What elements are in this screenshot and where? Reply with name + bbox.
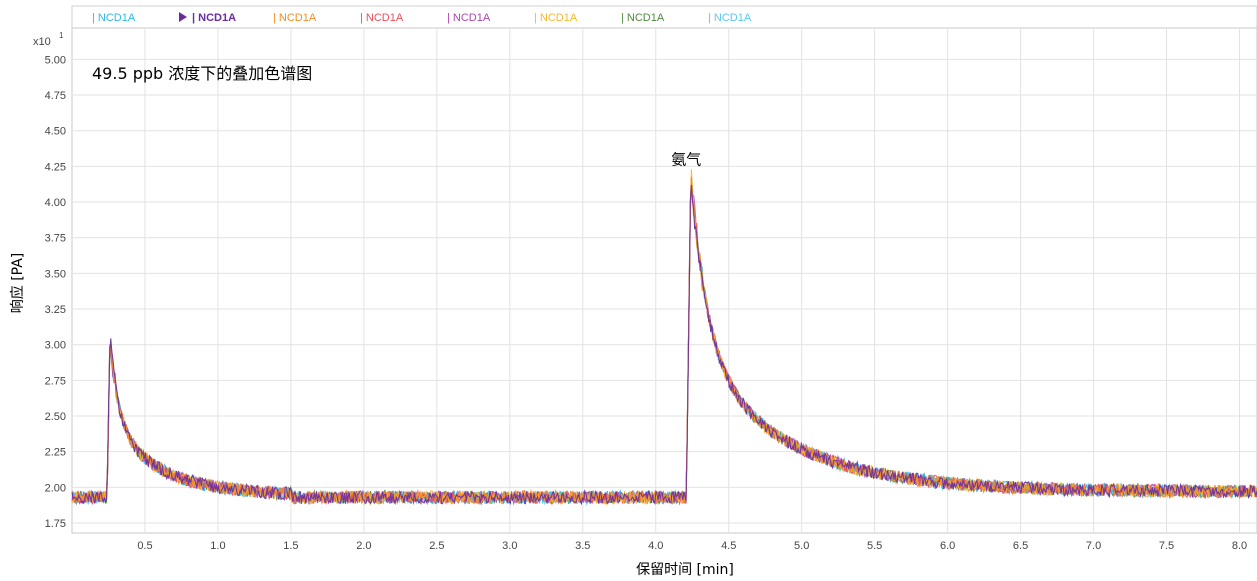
x-tick-label: 0.5 xyxy=(137,540,152,552)
x-tick-label: 1.5 xyxy=(283,540,298,552)
y-tick-label: 3.75 xyxy=(45,233,66,245)
x-tick-label: 6.5 xyxy=(1013,540,1028,552)
y-scale-label: x10 xyxy=(33,36,51,48)
legend-entry[interactable]: | NCD1A xyxy=(621,12,665,24)
x-tick-label: 1.0 xyxy=(210,540,225,552)
x-tick-label: 2.0 xyxy=(356,540,371,552)
y-tick-label: 2.25 xyxy=(45,447,66,459)
x-tick-label: 7.5 xyxy=(1159,540,1174,552)
x-tick-label: 3.0 xyxy=(502,540,517,552)
legend-entry[interactable]: | NCD1A xyxy=(447,12,491,24)
x-tick-label: 6.0 xyxy=(940,540,955,552)
x-tick-label: 5.0 xyxy=(794,540,809,552)
x-tick-label: 8.0 xyxy=(1232,540,1247,552)
legend-entry[interactable]: | NCD1A xyxy=(192,12,236,24)
legend-entry[interactable]: | NCD1A xyxy=(360,12,404,24)
x-tick-label: 4.0 xyxy=(648,540,663,552)
y-tick-label: 5.00 xyxy=(45,54,66,66)
chart-title: 49.5 ppb 浓度下的叠加色谱图 xyxy=(92,64,312,83)
x-axis-ticks: 0.5 1.0 1.5 2.0 2.5 3.0 3.5 4.0 4.5 5.0 5.5 6.0 6.5 7… xyxy=(137,540,1247,552)
plot-area xyxy=(71,27,1257,534)
legend: | NCD1A | NCD1A | NCD1A | NCD1A | NCD1A | NCD… xyxy=(92,12,752,24)
series-line xyxy=(71,176,1257,506)
x-tick-label: 4.5 xyxy=(721,540,736,552)
y-tick-label: 2.75 xyxy=(45,375,66,387)
y-tick-label: 4.50 xyxy=(45,126,66,138)
x-tick-label: 2.5 xyxy=(429,540,444,552)
y-tick-label: 4.25 xyxy=(45,161,66,173)
y-scale-exponent: 1 xyxy=(59,31,64,40)
series-line xyxy=(71,184,1257,506)
y-tick-label: 2.50 xyxy=(45,411,66,423)
grid-lines xyxy=(72,28,1257,533)
y-tick-label: 2.00 xyxy=(45,482,66,494)
x-tick-label: 7.0 xyxy=(1086,540,1101,552)
legend-active-marker xyxy=(179,12,187,22)
legend-entry[interactable]: | NCD1A xyxy=(534,12,578,24)
y-tick-label: 1.75 xyxy=(45,518,66,530)
legend-entry[interactable]: | NCD1A xyxy=(273,12,317,24)
y-tick-label: 3.50 xyxy=(45,268,66,280)
y-axis-title: 响应 [PA] xyxy=(9,253,26,314)
legend-entry[interactable]: | NCD1A xyxy=(92,12,136,24)
x-tick-label: 3.5 xyxy=(575,540,590,552)
series-group xyxy=(71,169,1257,506)
legend-bar xyxy=(71,5,1257,29)
y-tick-label: 3.25 xyxy=(45,304,66,316)
x-tick-label: 5.5 xyxy=(867,540,882,552)
y-tick-label: 4.75 xyxy=(45,90,66,102)
y-tick-label: 4.00 xyxy=(45,197,66,209)
annotation-ammonia: 氨气 xyxy=(671,151,701,169)
y-axis-ticks: 1.75 2.00 2.25 2.50 2.75 3.00 3.25 3.50 3.75 4.00… xyxy=(45,54,66,530)
legend-entry[interactable]: | NCD1A xyxy=(708,12,752,24)
y-tick-label: 3.00 xyxy=(45,340,66,352)
x-axis-title: 保留时间 [min] xyxy=(636,562,734,578)
